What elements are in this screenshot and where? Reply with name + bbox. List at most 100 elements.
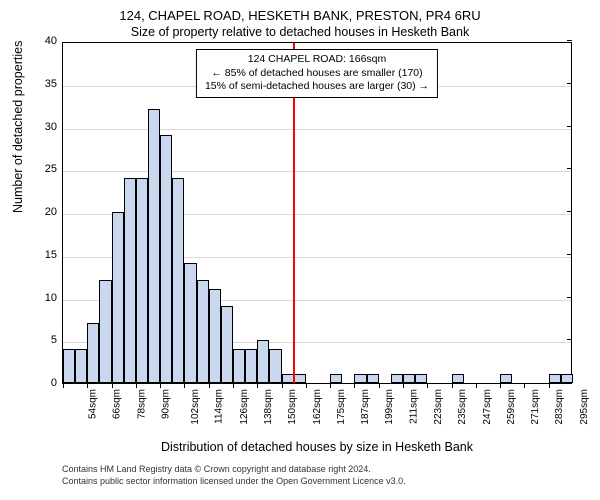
x-tick-mark (403, 383, 404, 388)
x-tick-label: 247sqm (482, 389, 493, 425)
footer-line2: Contains public sector information licen… (62, 476, 406, 488)
y-tick-label: 10 (45, 292, 63, 304)
x-tick-mark (63, 383, 64, 388)
x-tick-mark (136, 383, 137, 388)
histogram-bar (148, 109, 160, 383)
chart-title: 124, CHAPEL ROAD, HESKETH BANK, PRESTON,… (12, 8, 588, 23)
y-tick-mark (567, 168, 572, 169)
histogram-bar (233, 349, 245, 383)
y-tick-mark (567, 211, 572, 212)
y-tick-mark (567, 339, 572, 340)
y-tick-mark (567, 40, 572, 41)
x-tick-mark (476, 383, 477, 388)
x-tick-mark (160, 383, 161, 388)
x-tick-label: 54sqm (88, 389, 99, 419)
annotation-line1: 124 CHAPEL ROAD: 166sqm (205, 53, 429, 67)
x-tick-label: 259sqm (506, 389, 517, 425)
x-tick-mark (282, 383, 283, 388)
x-tick-label: 295sqm (579, 389, 590, 425)
annotation-line2: ← 85% of detached houses are smaller (17… (205, 67, 429, 81)
x-tick-label: 102sqm (190, 389, 201, 425)
y-tick-label: 5 (51, 334, 63, 346)
y-tick-label: 35 (45, 78, 63, 90)
histogram-bar (63, 349, 75, 383)
x-tick-label: 235sqm (457, 389, 468, 425)
histogram-bar (367, 374, 379, 383)
x-tick-label: 150sqm (287, 389, 298, 425)
x-tick-label: 162sqm (312, 389, 323, 425)
chart-subtitle: Size of property relative to detached ho… (12, 25, 588, 39)
footer-line1: Contains HM Land Registry data © Crown c… (62, 464, 406, 476)
histogram-bar (184, 263, 196, 383)
x-tick-mark (549, 383, 550, 388)
histogram-bar (136, 178, 148, 383)
x-tick-mark (112, 383, 113, 388)
histogram-bar (500, 374, 512, 383)
histogram-bar (209, 289, 221, 383)
histogram-bar (124, 178, 136, 383)
histogram-bar (99, 280, 111, 383)
histogram-bar (391, 374, 403, 383)
y-tick-label: 30 (45, 121, 63, 133)
annotation-line3: 15% of semi-detached houses are larger (… (205, 80, 429, 94)
annotation-box: 124 CHAPEL ROAD: 166sqm ← 85% of detache… (196, 49, 438, 98)
x-tick-mark (257, 383, 258, 388)
histogram-bar (269, 349, 281, 383)
x-tick-mark (87, 383, 88, 388)
histogram-bar (87, 323, 99, 383)
x-tick-mark (330, 383, 331, 388)
histogram-bar (549, 374, 561, 383)
y-tick-mark (567, 297, 572, 298)
grid-line (63, 129, 571, 130)
x-tick-mark (354, 383, 355, 388)
histogram-bar (112, 212, 124, 383)
histogram-bar (330, 374, 342, 383)
histogram-bar (160, 135, 172, 383)
x-tick-mark (379, 383, 380, 388)
x-tick-label: 138sqm (263, 389, 274, 425)
x-tick-mark (233, 383, 234, 388)
y-tick-label: 0 (51, 377, 63, 389)
x-tick-label: 126sqm (239, 389, 250, 425)
chart-container: 124, CHAPEL ROAD, HESKETH BANK, PRESTON,… (0, 0, 600, 500)
x-tick-label: 175sqm (336, 389, 347, 425)
x-tick-mark (209, 383, 210, 388)
y-tick-label: 20 (45, 206, 63, 218)
x-tick-mark (500, 383, 501, 388)
histogram-bar (354, 374, 366, 383)
plot-area: 051015202530354054sqm66sqm78sqm90sqm102s… (62, 42, 572, 384)
x-axis-label: Distribution of detached houses by size … (62, 440, 572, 454)
grid-line (63, 171, 571, 172)
histogram-bar (197, 280, 209, 383)
x-tick-label: 199sqm (385, 389, 396, 425)
histogram-bar (221, 306, 233, 383)
histogram-bar (245, 349, 257, 383)
x-tick-label: 187sqm (360, 389, 371, 425)
histogram-bar (452, 374, 464, 383)
y-tick-label: 15 (45, 249, 63, 261)
histogram-bar (172, 178, 184, 383)
y-tick-label: 25 (45, 163, 63, 175)
x-tick-mark (184, 383, 185, 388)
x-tick-mark (306, 383, 307, 388)
x-tick-mark (524, 383, 525, 388)
y-tick-label: 40 (45, 35, 63, 47)
x-tick-label: 211sqm (408, 389, 419, 424)
x-tick-mark (427, 383, 428, 388)
y-tick-mark (567, 83, 572, 84)
footer-text: Contains HM Land Registry data © Crown c… (62, 464, 406, 487)
x-tick-label: 90sqm (160, 389, 171, 419)
histogram-bar (294, 374, 306, 383)
x-tick-mark (452, 383, 453, 388)
y-tick-mark (567, 254, 572, 255)
histogram-bar (403, 374, 415, 383)
x-tick-label: 271sqm (530, 389, 541, 425)
x-tick-label: 114sqm (214, 389, 225, 424)
histogram-bar (415, 374, 427, 383)
y-tick-mark (567, 126, 572, 127)
x-tick-label: 78sqm (136, 389, 147, 419)
y-axis-label: Number of detached properties (11, 41, 25, 213)
histogram-bar (75, 349, 87, 383)
x-tick-label: 283sqm (555, 389, 566, 425)
x-tick-label: 66sqm (112, 389, 123, 419)
